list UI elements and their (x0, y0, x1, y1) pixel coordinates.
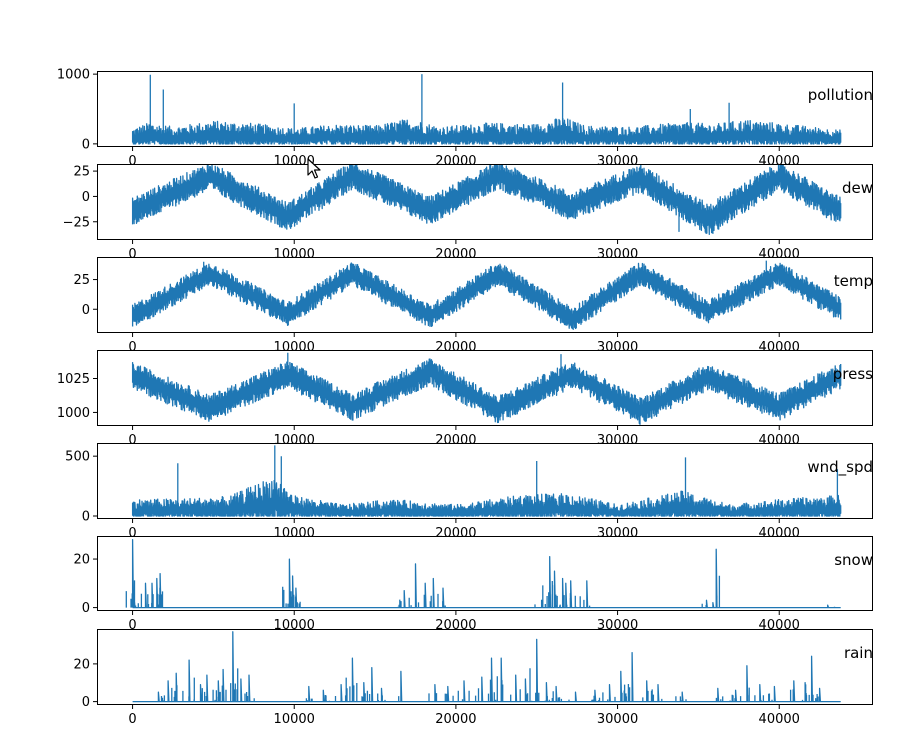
subplot-snow: 20 0 0 10000 20000 30000 40000 snow (73, 536, 873, 633)
y-tick-label: 0 (82, 137, 90, 152)
axes-frame (97, 350, 873, 426)
y-tick-label: 1025 (57, 372, 90, 387)
x-tick-label: 10000 (274, 247, 315, 262)
x-tick-label: 10000 (274, 340, 315, 355)
x-tick-label: 0 (128, 526, 136, 541)
x-tick-label: 30000 (597, 526, 638, 541)
subplot-rain: 20 0 0 10000 20000 30000 40000 rain (73, 629, 873, 727)
x-tick-label: 30000 (597, 247, 638, 262)
y-tick-label: 0 (82, 695, 90, 710)
x-tick-label: 40000 (759, 526, 800, 541)
y-tick-label: 20 (73, 553, 90, 568)
subplot-title: wnd_spd (807, 458, 873, 477)
subplot-title: press (833, 365, 873, 383)
subplot-title: dew (842, 179, 873, 197)
axes-frame (97, 71, 873, 147)
y-tick-label: 1000 (57, 68, 90, 83)
x-tick-label: 10000 (274, 154, 315, 169)
x-tick-label: 20000 (435, 433, 476, 448)
x-tick-label: 20000 (435, 340, 476, 355)
x-tick-label: 30000 (597, 618, 638, 633)
y-tick-label: 500 (65, 450, 90, 465)
subplot-title: snow (834, 551, 873, 569)
y-tick-label: 0 (82, 601, 90, 616)
x-tick-label: 20000 (435, 247, 476, 262)
subplot-title: temp (834, 272, 873, 290)
series-line-temp (131, 260, 842, 331)
y-tick-label: 0 (82, 303, 90, 318)
y-tick-label: 0 (82, 190, 90, 205)
subplot-title: pollution (808, 86, 873, 104)
x-tick-label: 20000 (435, 526, 476, 541)
series-line-pollution (131, 74, 842, 145)
x-tick-label: 0 (128, 247, 136, 262)
x-tick-label: 30000 (597, 154, 638, 169)
y-tick-label: 1000 (57, 406, 90, 421)
x-tick-label: 0 (128, 154, 136, 169)
series-line-wnd_spd (131, 445, 842, 517)
x-tick-label: 40000 (759, 433, 800, 448)
x-tick-label: 10000 (274, 433, 315, 448)
subplot-wnd_spd: 500 0 0 10000 20000 30000 40000 wnd_spd (65, 443, 873, 541)
x-tick-label: 10000 (274, 526, 315, 541)
subplot-dew: 25 0 −25 0 10000 20000 30000 40000 dew (63, 164, 873, 262)
axes-frame (97, 443, 873, 519)
x-tick-label: 40000 (759, 247, 800, 262)
series-line-rain (132, 631, 841, 703)
x-tick-label: 40000 (759, 618, 800, 633)
x-tick-label: 30000 (597, 712, 638, 727)
x-tick-label: 0 (128, 340, 136, 355)
axes-frame (97, 164, 873, 240)
x-tick-label: 0 (128, 712, 136, 727)
x-tick-label: 10000 (274, 618, 315, 633)
y-tick-label: 25 (73, 273, 90, 288)
series-line-press (131, 352, 842, 425)
series-line-dew (131, 164, 842, 236)
x-tick-label: 40000 (759, 154, 800, 169)
x-tick-label: 20000 (435, 154, 476, 169)
x-tick-label: 0 (128, 433, 136, 448)
axes-frame (97, 536, 873, 611)
x-tick-label: 30000 (597, 433, 638, 448)
x-tick-label: 20000 (435, 618, 476, 633)
x-tick-label: 40000 (759, 340, 800, 355)
x-tick-label: 40000 (759, 712, 800, 727)
mouse-pointer-icon (307, 158, 321, 179)
x-tick-label: 0 (128, 618, 136, 633)
x-tick-label: 20000 (435, 712, 476, 727)
x-tick-label: 30000 (597, 340, 638, 355)
y-tick-label: 20 (73, 657, 90, 672)
axes-frame (97, 629, 873, 705)
subplot-temp: 25 0 0 10000 20000 30000 40000 temp (73, 257, 873, 355)
y-tick-label: 0 (82, 510, 90, 525)
y-tick-label: 25 (73, 165, 90, 180)
y-tick-label: −25 (63, 215, 90, 230)
subplot-title: rain (844, 644, 873, 662)
series-line-snow (125, 538, 841, 609)
x-tick-label: 10000 (274, 712, 315, 727)
axes-frame (97, 257, 873, 333)
